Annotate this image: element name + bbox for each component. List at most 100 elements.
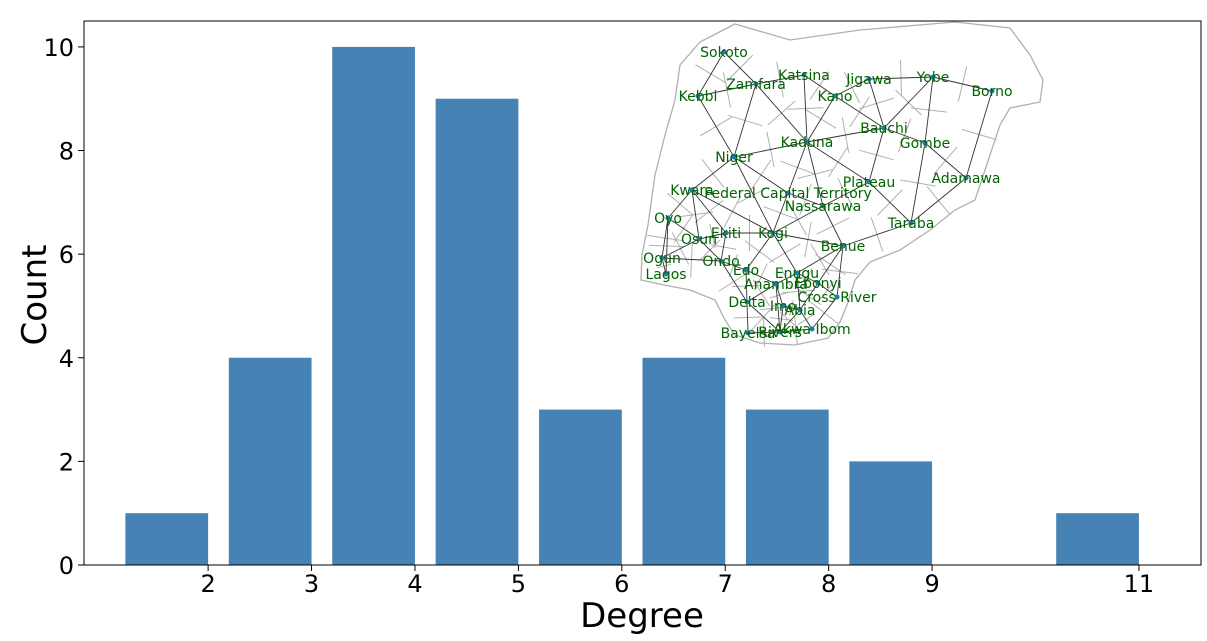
network-edge [806,95,836,143]
network-edge [799,282,819,311]
state-label: Kebbi [679,89,718,105]
network-edge [779,305,784,333]
network-edge [691,156,735,191]
x-axis-ticks: 2 3 4 5 6 7 8 9 11 [200,565,1154,598]
state-label: Taraba [887,216,935,232]
network-edge [661,238,700,259]
bar [745,409,829,565]
network-edge [720,260,747,271]
network-edge [755,83,808,143]
network-edge [803,74,836,97]
network-node [922,140,928,146]
y-tick-label: 2 [59,448,74,476]
network-edge [745,232,774,271]
state-label: Yobe [916,70,950,86]
state-label: Oyo [654,211,682,227]
network-edge [667,217,700,240]
network-edge [787,141,808,194]
network-node [801,72,807,78]
network-edge [723,51,757,85]
network-edge [799,309,813,330]
network-edge [720,260,748,303]
state-label: Ogun [643,251,681,267]
state-label: Imo [770,299,796,315]
network-node [743,267,749,273]
network-edge [965,90,993,179]
state-label: Katsina [778,68,830,84]
network-edge [806,127,885,143]
network-edge [733,83,757,158]
network-node [866,76,872,82]
network-node [989,88,995,94]
network-node [797,307,803,313]
y-tick-label: 0 [59,552,74,580]
network-edge [834,78,870,97]
state-label: Enugu [775,266,819,282]
state-label: Kaduna [781,135,834,151]
network-node [866,179,872,185]
network-node [696,236,702,242]
state-label: Rivers [758,325,802,341]
bar [125,513,209,565]
y-tick-label: 8 [59,138,74,166]
plot-area-frame [83,20,1202,566]
state-label: Edo [733,263,759,279]
state-label: Anambra [744,277,808,293]
network-node [723,230,729,236]
y-axis-ticks: 0 2 4 6 8 10 [43,34,84,580]
y-tick-label: 4 [59,345,74,373]
network-edge [746,283,777,303]
state-label: Delta [728,295,765,311]
network-node [777,329,783,335]
network-edge [772,232,798,274]
state-label: Federal Capital Territory [704,186,872,202]
network-edge [796,272,819,284]
network-edge [910,142,926,224]
network-edge [745,269,748,303]
network-node [963,175,969,181]
network-node [753,81,759,87]
state-label: Benue [821,239,866,255]
bar [642,357,726,565]
state-label: Kano [818,89,853,105]
network-edge [665,217,669,275]
network-edge [772,232,844,247]
state-label: Gombe [900,136,951,152]
network-edge [691,189,700,240]
state-label: Abia [785,303,816,319]
network-edge [746,301,781,333]
network-edge [868,127,885,183]
bar [1056,513,1139,565]
network-node [881,125,887,131]
network-edge [661,257,722,262]
network-edge [745,269,777,285]
network-edge [817,245,844,284]
network-edge [691,189,727,234]
x-tick-label: 9 [924,570,939,598]
network-node [840,243,846,249]
network-node [834,294,840,300]
network-node [908,220,914,226]
network-edge [883,127,926,144]
bar [539,409,622,565]
network-node [695,93,701,99]
network-edge [796,245,844,274]
network-edge [910,177,967,224]
network-node [745,330,751,336]
state-label: Borno [971,84,1012,100]
y-tick-label: 6 [59,241,74,269]
network-edge [733,141,808,158]
state-label: Plateau [843,175,895,191]
network-edge [806,141,824,207]
x-tick-label: 8 [821,570,836,598]
network-node [930,74,936,80]
network-node [794,270,800,276]
network-edge [661,217,669,259]
network-edge [806,141,870,183]
network-edge [868,181,912,224]
network-edge [775,272,798,285]
network-edge [772,205,824,234]
network-edge [697,83,757,97]
